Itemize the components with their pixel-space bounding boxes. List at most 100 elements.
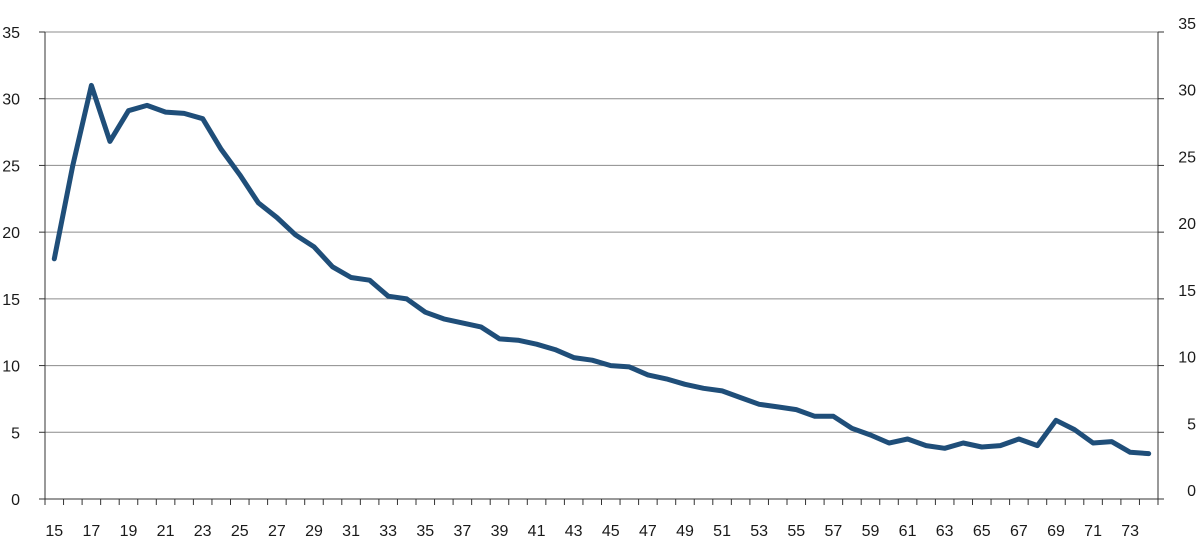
x-tick-label: 37: [453, 523, 471, 540]
x-axis-labels: 15 17 19 21 23 25 27 29 31 33 35 37 39 41 43 45 47 49 51 53…: [45, 523, 1139, 540]
x-tick-label: 29: [305, 523, 323, 540]
data-point: [256, 200, 261, 205]
data-point: [404, 296, 409, 301]
data-point: [682, 382, 687, 387]
data-point: [794, 407, 799, 412]
data-point: [386, 294, 391, 299]
x-tick-label: 23: [194, 523, 212, 540]
y-tick-label-left: 20: [2, 225, 20, 242]
x-tick-label: 43: [565, 523, 583, 540]
series-group: [51, 82, 1152, 457]
data-point: [237, 172, 242, 177]
data-point: [1146, 451, 1151, 456]
x-tick-label: 53: [750, 523, 768, 540]
data-point: [627, 364, 632, 369]
x-tick-label: 67: [1010, 523, 1028, 540]
data-point: [423, 310, 428, 315]
data-point: [534, 342, 539, 347]
data-point: [163, 110, 168, 115]
x-tick-label: 19: [120, 523, 138, 540]
data-point: [979, 444, 984, 449]
x-tick-label: 63: [936, 523, 954, 540]
data-point: [887, 440, 892, 445]
data-point: [70, 163, 75, 168]
x-tick-label: 35: [416, 523, 434, 540]
x-tick-label: 33: [379, 523, 397, 540]
x-tick-label: 49: [676, 523, 694, 540]
right-y-axis-labels: 0 5 10 15 20 25 30 35: [1178, 16, 1196, 500]
x-tick-label: 73: [1121, 523, 1139, 540]
data-point: [460, 320, 465, 325]
y-tick-label-left: 35: [2, 25, 20, 42]
data-point: [145, 103, 150, 108]
y-tick-label-left: 25: [2, 158, 20, 175]
data-point: [590, 358, 595, 363]
data-point: [1035, 443, 1040, 448]
data-point: [1016, 436, 1021, 441]
data-point: [367, 278, 372, 283]
data-point: [868, 432, 873, 437]
x-tick-label: 45: [602, 523, 620, 540]
data-point: [775, 404, 780, 409]
axes: [39, 31, 1164, 505]
data-point: [701, 386, 706, 391]
data-point: [497, 336, 502, 341]
x-tick-label: 57: [824, 523, 842, 540]
data-point: [645, 372, 650, 377]
y-tick-label-right: 10: [1178, 350, 1196, 367]
x-tick-label: 59: [862, 523, 880, 540]
data-point: [738, 395, 743, 400]
x-tick-label: 51: [713, 523, 731, 540]
x-tick-label: 71: [1084, 523, 1102, 540]
data-point: [1091, 440, 1096, 445]
x-tick-label: 61: [899, 523, 917, 540]
data-point: [924, 443, 929, 448]
data-point: [812, 414, 817, 419]
y-tick-label-right: 30: [1178, 83, 1196, 100]
y-tick-label-left: 15: [2, 292, 20, 309]
data-point: [293, 232, 298, 237]
y-tick-label-right: 15: [1178, 283, 1196, 300]
x-tick-label: 25: [231, 523, 249, 540]
data-point: [274, 215, 279, 220]
y-tick-label-left: 5: [11, 425, 20, 442]
y-tick-label-right: 35: [1178, 16, 1196, 33]
x-tick-label: 55: [787, 523, 805, 540]
x-tick-label: 47: [639, 523, 657, 540]
data-point: [831, 414, 836, 419]
data-point: [478, 324, 483, 329]
data-point: [553, 347, 558, 352]
left-y-axis-labels: 0 5 10 15 20 25 30 35: [2, 25, 20, 509]
y-tick-label-right: 20: [1178, 216, 1196, 233]
data-point: [311, 244, 316, 249]
data-point: [961, 440, 966, 445]
x-tick-label: 17: [82, 523, 100, 540]
y-tick-label-left: 10: [2, 359, 20, 376]
series-line: [51, 82, 1152, 457]
data-point: [1128, 450, 1133, 455]
y-tick-label-left: 30: [2, 92, 20, 109]
data-point: [942, 446, 947, 451]
y-tick-label-right: 25: [1178, 149, 1196, 166]
data-point: [441, 316, 446, 321]
x-tick-label: 21: [157, 523, 175, 540]
data-point: [52, 256, 57, 261]
x-tick-label: 27: [268, 523, 286, 540]
data-point: [89, 83, 94, 88]
x-tick-label: 15: [45, 523, 63, 540]
data-point: [200, 116, 205, 121]
data-point: [1109, 439, 1114, 444]
data-point: [571, 355, 576, 360]
data-point: [516, 338, 521, 343]
y-tick-label-left: 0: [11, 492, 20, 509]
data-point: [107, 139, 112, 144]
x-tick-label: 69: [1047, 523, 1065, 540]
x-tick-label: 39: [491, 523, 509, 540]
data-point: [905, 436, 910, 441]
y-tick-label-right: 0: [1187, 483, 1196, 500]
x-tick-label: 31: [342, 523, 360, 540]
data-point: [330, 264, 335, 269]
data-point: [1053, 418, 1058, 423]
data-point: [182, 111, 187, 116]
data-point: [664, 376, 669, 381]
